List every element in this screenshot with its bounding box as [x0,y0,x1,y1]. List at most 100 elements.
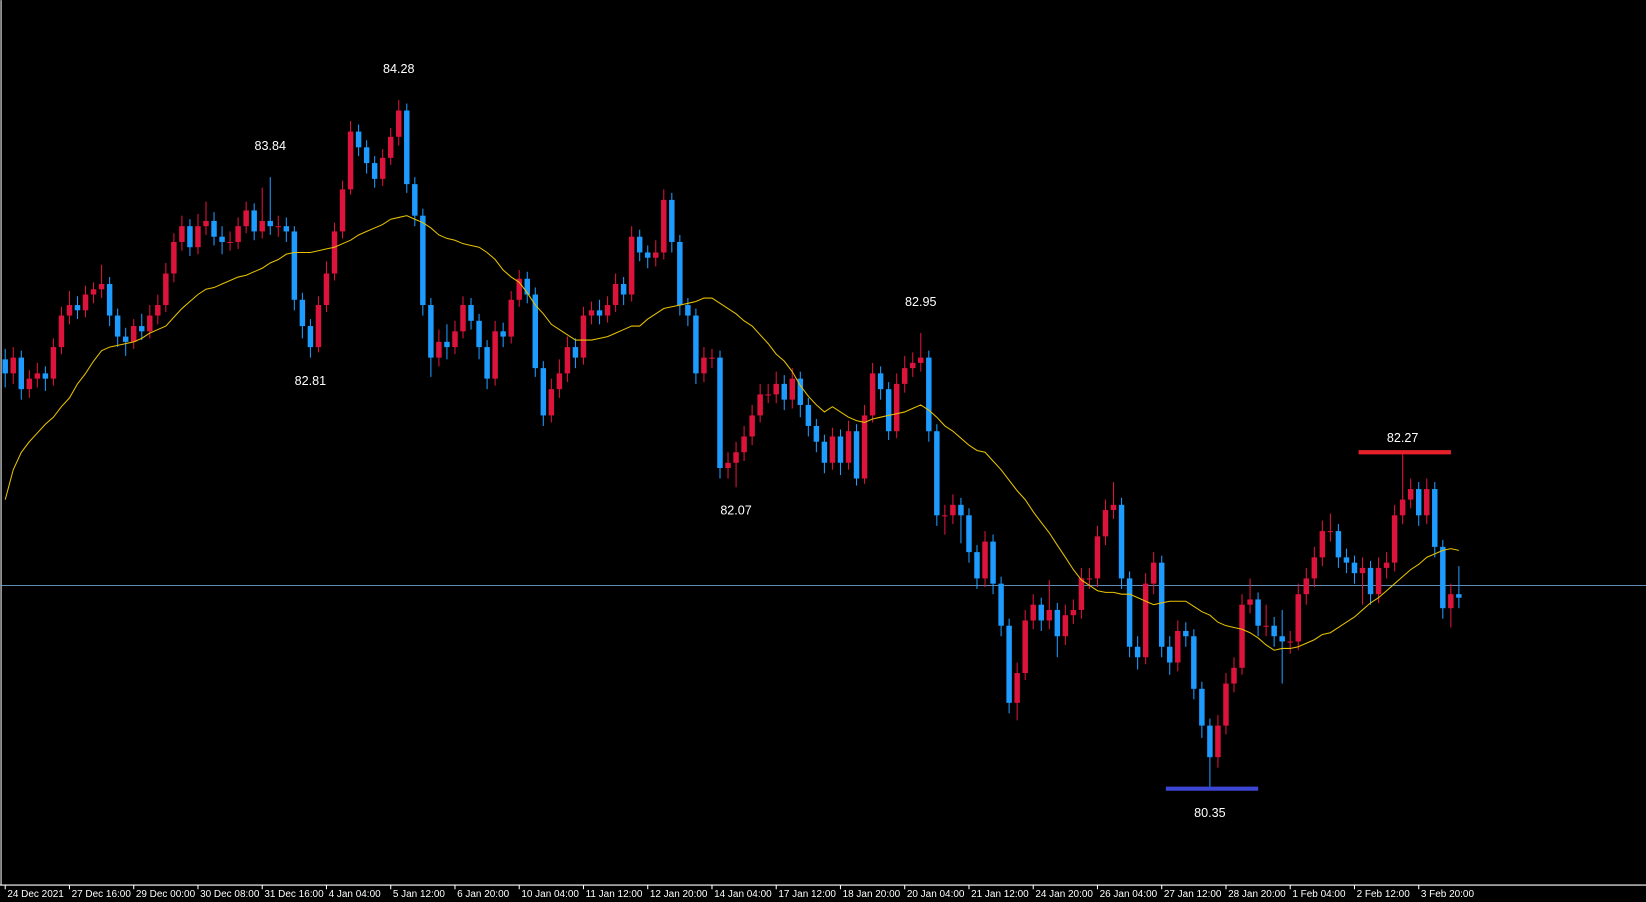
candle-body [18,357,25,390]
candle-body [701,357,707,374]
candle-body [147,315,153,332]
candle-body [685,305,691,316]
candle-body [291,231,298,300]
candle-body [1255,599,1261,626]
candle-body [1456,594,1462,598]
candle-body [1070,609,1077,616]
candle-body [1183,630,1189,637]
candle-body [428,305,434,358]
candle-body [901,368,908,384]
candle-body [508,299,514,337]
x-tick-label: 10 Jan 04:00 [521,889,579,900]
candle-body [644,252,651,258]
candle-body [1407,489,1414,500]
candle-body [1327,531,1334,533]
x-tick-label: 28 Jan 20:00 [1228,889,1286,900]
candle-body [122,336,129,342]
candle-body [412,184,418,216]
candle-body [958,504,964,516]
moving-average [4,215,1459,651]
candle-body [918,357,924,363]
candle-body [813,425,820,442]
candle-body [500,331,506,337]
candle-body [556,373,563,390]
x-tick-label: 29 Dec 00:00 [136,889,196,900]
candle-body [532,294,539,369]
x-tick-label: 2 Feb 12:00 [1357,889,1411,900]
x-tick-label: 12 Jan 20:00 [650,889,708,900]
price-annotation: 83.84 [255,139,286,153]
candle-body [693,315,699,374]
candle-body [396,110,402,137]
candle-body [1231,667,1237,684]
candle-body [1263,625,1269,627]
candle-body [1150,562,1157,584]
candle-body [484,347,490,379]
x-tick-label: 27 Dec 16:00 [72,889,132,900]
candle-body [10,357,16,374]
candle-body [540,368,547,416]
candle-body [371,163,378,179]
candle-body [588,310,595,316]
candle-body [492,331,498,379]
candle-body [669,199,675,242]
candle-body [404,110,410,185]
candle-body [821,441,828,463]
candle-body [829,436,836,463]
x-tick-label: 26 Jan 04:00 [1100,889,1158,900]
candle-body [179,226,185,242]
candle-body [1415,489,1422,516]
candle-body [942,515,948,517]
candle-body [934,431,940,516]
candle-body [195,226,201,248]
candle-body [1175,630,1181,663]
candle-body [1367,567,1374,595]
price-annotation: 82.95 [905,295,936,309]
candle-body [1383,562,1390,568]
candle-body [564,347,571,374]
price-annotation: 82.27 [1387,431,1418,445]
candle-body [596,310,603,316]
candle-body [227,241,233,244]
candle-body [42,373,49,379]
candle-body [1207,725,1213,758]
candle-body [1440,546,1446,609]
candle-body [781,383,787,400]
x-tick-label: 4 Jan 04:00 [329,889,382,900]
candle-body [853,431,860,479]
candle-body [677,241,683,306]
x-tick-label: 20 Jan 04:00 [907,889,965,900]
candle-body [82,294,89,311]
candle-body [219,236,225,242]
price-annotation: 82.07 [720,504,751,518]
candle-body [1134,646,1141,658]
candle-body [877,373,884,390]
candle-body [749,415,755,437]
candle-body [1118,504,1125,579]
candle-body [259,220,265,232]
candle-body [1343,557,1350,563]
candle-body [331,231,338,274]
candle-body [1399,499,1406,516]
candle-body [1247,599,1253,605]
candle-body [1046,609,1053,621]
x-tick-label: 27 Jan 12:00 [1164,889,1222,900]
candle-body [765,394,771,396]
candle-body [155,305,161,316]
candle-body [476,320,482,348]
candle-body [90,289,97,295]
candle-body [1279,636,1285,642]
candle-body [910,362,916,369]
candle-body [572,347,579,358]
candle-body [845,431,852,463]
candle-body [251,210,257,232]
candle-body [211,220,217,237]
candle-body [468,305,474,321]
x-tick-label: 31 Dec 16:00 [264,889,324,900]
candle-body [620,284,627,295]
candle-body [444,341,450,348]
candle-body [275,226,282,228]
candle-body [1391,515,1398,563]
